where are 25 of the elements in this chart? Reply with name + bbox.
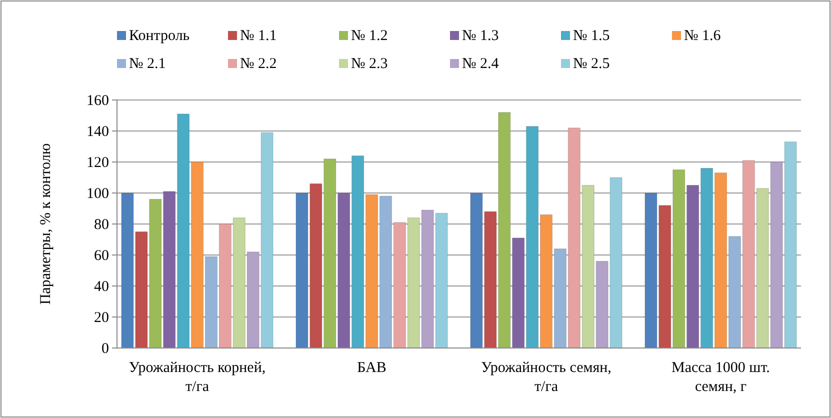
legend-label: № 1.1 [240,28,277,44]
y-tick-label: 160 [86,93,109,109]
y-tick-label: 20 [94,310,109,326]
y-tick-label: 120 [86,155,109,171]
y-tick-label: 100 [86,186,109,202]
legend-label: № 2.5 [573,56,610,72]
legend-label: № 1.2 [351,28,388,44]
legend-label: № 2.1 [129,56,166,72]
legend-label: № 1.6 [684,28,722,44]
legend-label: Контроль [129,28,190,44]
legend-label: № 2.4 [462,56,500,72]
y-tick-label: 80 [94,217,109,233]
x-tick-label: Масса 1000 шт. семян, г [672,360,770,395]
x-tick-label: БАВ [357,360,386,376]
y-tick-label: 60 [94,248,109,264]
y-tick-label: 0 [102,341,109,357]
y-axis-title: Параметры, % к контолю [38,143,54,305]
legend-label: № 2.3 [351,56,388,72]
y-tick-label: 40 [94,279,109,295]
y-tick-label: 140 [86,124,109,140]
legend-label: № 2.2 [240,56,277,72]
x-tick-label: Урожайность корней, т/га [128,360,266,395]
x-tick-label: Урожайность семян, т/га [481,360,612,395]
legend-label: № 1.5 [573,28,610,44]
legend-label: № 1.3 [462,28,499,44]
